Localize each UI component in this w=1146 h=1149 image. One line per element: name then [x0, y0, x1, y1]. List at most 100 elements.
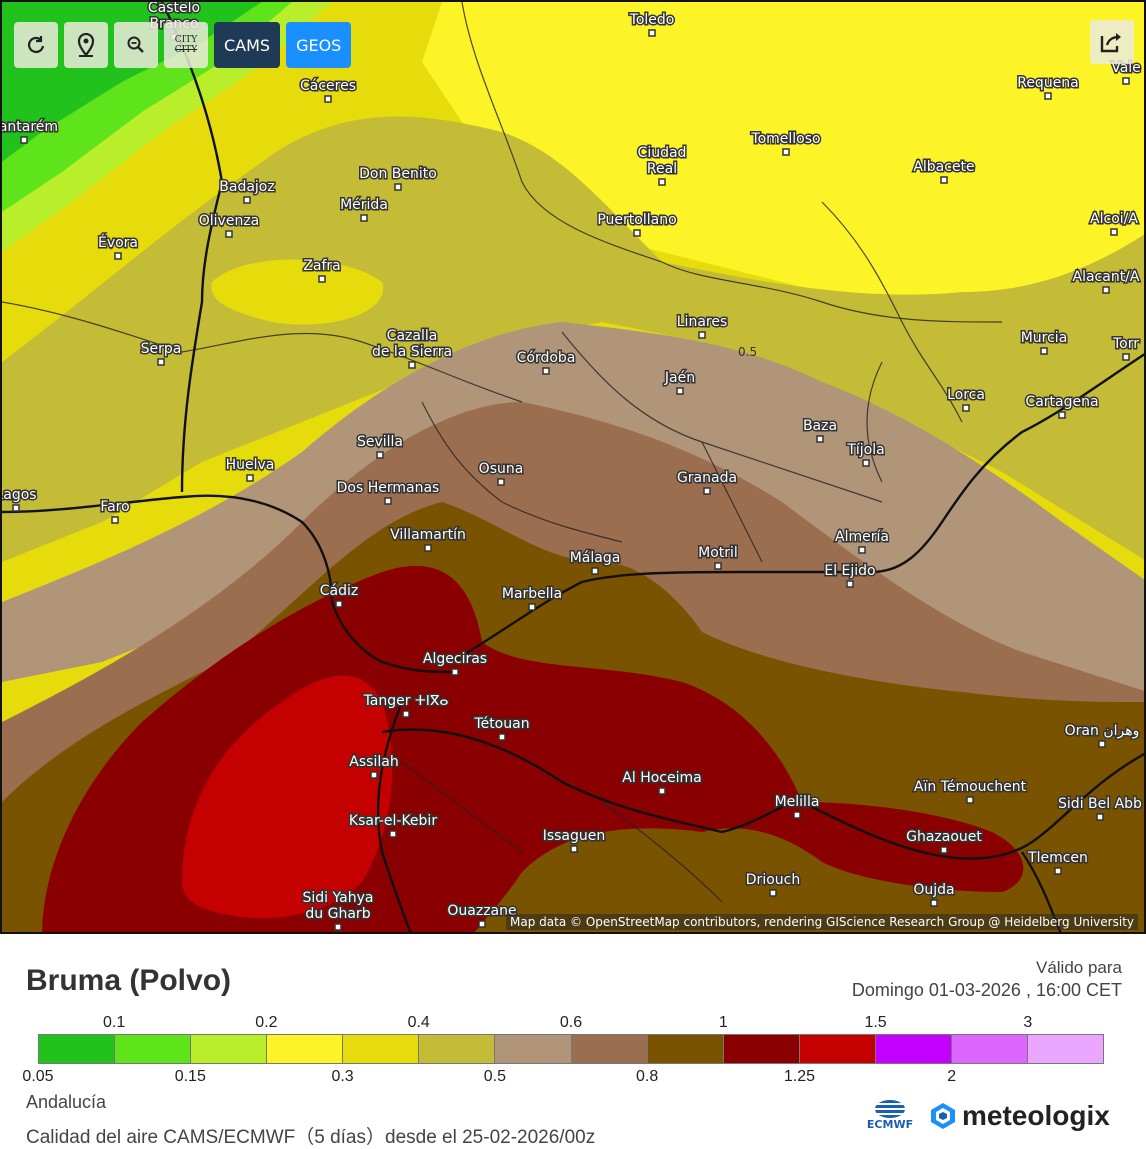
city-marker: Mérida — [339, 196, 389, 222]
city-marker: Cartagena — [1024, 393, 1100, 419]
city-dot — [703, 487, 711, 495]
dust-map[interactable]: 0.5 Toledo Cáceres Requena Tomelloso CiudadR… — [2, 2, 1146, 934]
city-marker: Motril — [697, 544, 739, 570]
refresh-button[interactable] — [14, 22, 58, 68]
city-label: Tomelloso — [750, 131, 820, 147]
refresh-icon — [28, 36, 45, 53]
scale-tick-top: 0.2 — [255, 1014, 278, 1031]
map-view[interactable]: 0.5 Toledo Cáceres Requena Tomelloso Ciudad R… — [0, 0, 1146, 934]
city-dot — [157, 358, 165, 366]
zoom-out-icon — [127, 36, 144, 53]
city-dot — [12, 504, 20, 512]
city-dot — [846, 580, 854, 588]
geos-model-button[interactable]: GEOS — [286, 22, 352, 68]
scale-swatch — [343, 1035, 420, 1063]
city-marker: Oujda — [912, 881, 956, 907]
city-dot — [408, 361, 416, 369]
city-label: Lagos — [2, 487, 37, 503]
city-marker: Aïn Témouchent — [912, 778, 1028, 804]
city-marker: Oran وهران — [1063, 722, 1141, 748]
city-label: Faro — [100, 499, 129, 515]
city-label: Al Hoceima — [622, 770, 701, 786]
city-label: Ciudad — [638, 145, 687, 161]
city-label: Marbella — [502, 586, 562, 602]
cams-model-button[interactable]: CAMS — [214, 22, 281, 68]
borders — [2, 2, 1003, 903]
city-marker: Huelva — [224, 456, 276, 482]
map-title: Bruma (Polvo) — [26, 964, 232, 997]
city-dot — [940, 176, 948, 184]
share-button[interactable] — [1090, 20, 1134, 64]
city-marker: Zafra — [302, 257, 342, 283]
city-dot — [451, 668, 459, 676]
ecmwf-icon — [875, 1100, 905, 1118]
city-label: Driouch — [746, 872, 800, 888]
city-dot — [1102, 286, 1110, 294]
city-dot — [370, 771, 378, 779]
scale-tick-bottom: 1.25 — [783, 1068, 815, 1085]
city-dot — [1044, 92, 1052, 100]
city-toggle-button[interactable]: CITY CITY — [164, 22, 208, 68]
dust-zone-0.3-zafra — [211, 259, 384, 325]
city-label: Cazalla — [387, 328, 438, 344]
city-dot — [389, 830, 397, 838]
city-marker: Torr — [1110, 335, 1141, 361]
city-label: Tíjola — [846, 442, 884, 458]
city-marker: Cádiz — [318, 582, 360, 608]
city-label: Jaén — [664, 370, 695, 386]
city-label: Almería — [835, 529, 889, 545]
meteologix-icon — [931, 1103, 955, 1129]
city-marker: Requena — [1016, 74, 1080, 100]
legend-panel: Bruma (Polvo) Válido para Domingo 01-03-… — [0, 934, 1146, 1149]
city-label: Motril — [698, 545, 738, 561]
data-source: Calidad del aire CAMS/ECMWF（5 días）desde… — [26, 1127, 596, 1148]
city-label: El Ejido — [824, 563, 875, 579]
city-marker: Assilah — [348, 753, 400, 779]
city-label: Serpa — [141, 341, 182, 357]
city-label: Ouazzane — [447, 903, 516, 919]
city-dot — [782, 148, 790, 156]
city-marker: Tomelloso — [749, 130, 822, 156]
city-label: Cádiz — [320, 583, 358, 599]
city-marker: Santarém — [2, 118, 60, 144]
scale-swatch — [419, 1035, 496, 1063]
scale-tick-bottom: 0.05 — [22, 1068, 54, 1085]
city-marker: Málaga — [568, 549, 622, 575]
scale-swatch — [1028, 1035, 1104, 1063]
location-button[interactable] — [64, 22, 108, 68]
city-marker: Sevilla — [355, 433, 405, 459]
city-label: Puertollano — [597, 212, 676, 228]
city-dot — [335, 600, 343, 608]
city-dot — [769, 889, 777, 897]
city-dot — [714, 562, 722, 570]
city-dot — [930, 899, 938, 907]
city-dot — [816, 435, 824, 443]
city-label: Sevilla — [357, 434, 403, 450]
scale-tick-top: 1 — [718, 1014, 728, 1031]
city-label: Ksar-el-Kebir — [349, 813, 437, 829]
city-label: Toledo — [629, 12, 675, 28]
city-marker: Algeciras — [421, 650, 489, 676]
scale-swatch — [951, 1035, 1029, 1063]
scale-swatch — [723, 1035, 800, 1063]
city-label: Tanger ⵜⵏⴳⴰ — [363, 693, 449, 709]
valid-datetime: Domingo 01-03-2026 , 16:00 CET — [851, 980, 1122, 1000]
city-dot — [243, 196, 251, 204]
city-dot — [528, 603, 536, 611]
scale-swatch — [875, 1035, 952, 1063]
city-dot — [570, 845, 578, 853]
city-label: Córdoba — [517, 350, 576, 366]
dust-zone-0.2-albacete — [802, 117, 974, 232]
city-label: Sidi Yahya — [303, 890, 374, 906]
city-dot — [497, 478, 505, 486]
valid-for-label: Válido para — [1035, 958, 1122, 977]
city-label: Olivenza — [199, 213, 260, 229]
zoom-out-button[interactable] — [114, 22, 158, 68]
city-dot — [1122, 77, 1130, 85]
city-dot — [225, 230, 233, 238]
city-label-struck: CITY — [174, 45, 198, 55]
city-dot — [658, 178, 666, 186]
city-marker: Lorca — [946, 386, 986, 412]
